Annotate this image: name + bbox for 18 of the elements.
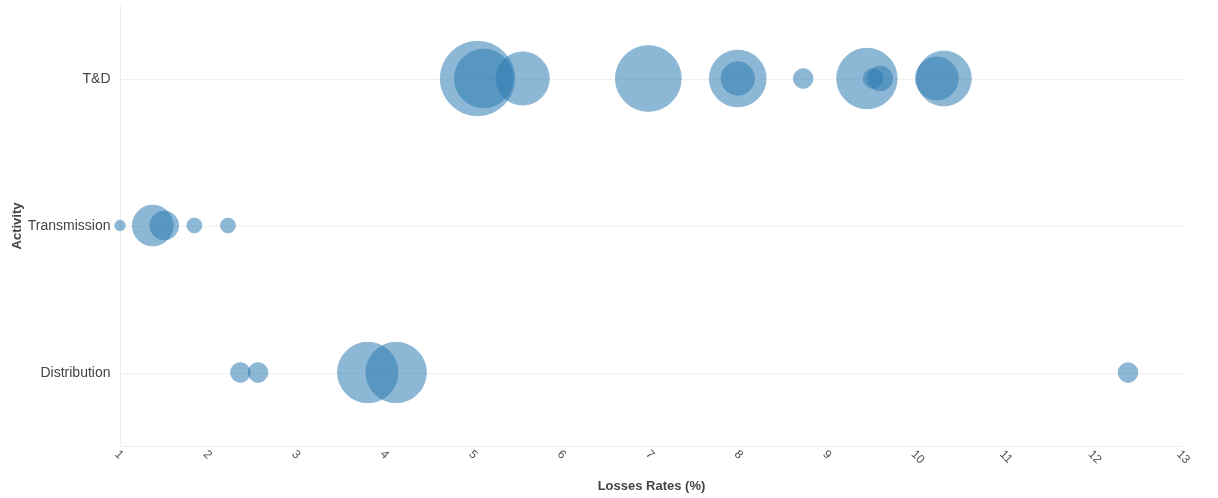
x-tick-label: 11	[997, 447, 1016, 467]
x-tick-label: 6	[554, 447, 570, 462]
y-tick-label: T&D	[82, 70, 111, 86]
x-tick-label: 2	[200, 447, 216, 462]
x-tick-label: 9	[820, 447, 835, 462]
x-tick-label: 4	[377, 447, 393, 462]
x-axis-title: Losses Rates (%)	[597, 477, 706, 493]
x-tick-label: 12	[1085, 447, 1106, 467]
x-tick-label: 1	[112, 447, 127, 462]
y-axis-title: Activity	[8, 201, 24, 250]
x-tick-label: 10	[908, 447, 929, 467]
y-tick-label: Transmission	[27, 217, 111, 233]
x-tick-label: 13	[1174, 447, 1194, 467]
x-tick-label: 3	[289, 447, 304, 462]
x-tick-label: 7	[643, 447, 658, 462]
y-tick-label: Distribution	[40, 364, 111, 380]
x-tick-label: 8	[731, 447, 747, 462]
x-tick-label: 5	[466, 447, 481, 462]
